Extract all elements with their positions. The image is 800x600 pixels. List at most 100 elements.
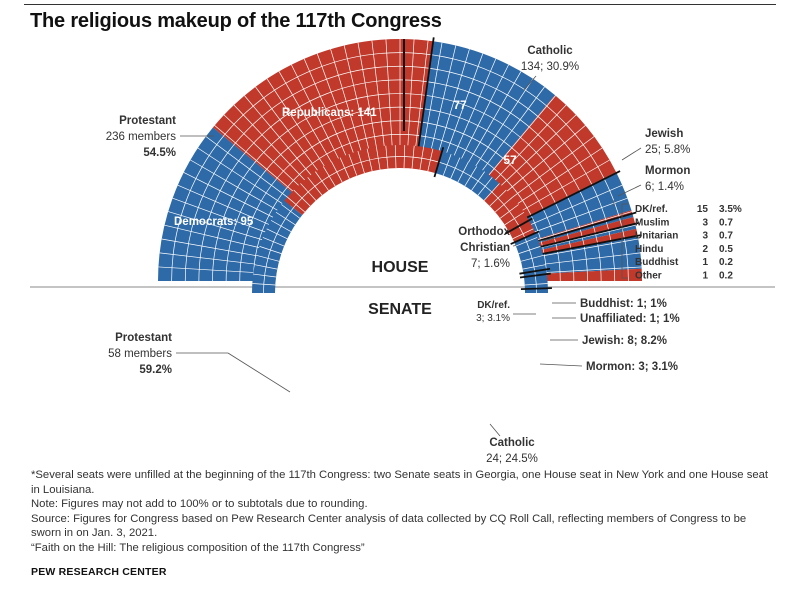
senate-seat-spoke: [376, 146, 381, 170]
house-seat-spoke: [158, 266, 268, 274]
senate-catholic-count: 24; 24.5%: [486, 453, 538, 465]
senate-chamber-label: SENATE: [368, 301, 432, 318]
other-table-name: Buddhist: [635, 257, 679, 268]
senate-catholic-leader: [489, 423, 501, 437]
senate-seat-spoke: [494, 196, 513, 213]
senate-protestant-leader-b: [227, 352, 291, 393]
senate-seat-spoke: [450, 157, 461, 179]
footnote-source: Source: Figures for Congress based on Pe…: [31, 512, 747, 540]
other-table-name: Muslim: [635, 217, 670, 228]
house-seat-spoke: [506, 136, 595, 202]
footnotes: *Several seats were unfilled at the begi…: [31, 468, 771, 555]
senate-seat-spoke: [411, 145, 415, 169]
house-republicans-label: Republicans: 141: [282, 107, 377, 119]
senate-seat-spoke: [252, 283, 276, 286]
senate-unaffiliated-end-divider: [519, 272, 551, 279]
senate-seat-spoke: [419, 146, 424, 170]
house-catholic-label: Catholic: [527, 45, 573, 57]
house-seat-spoke: [177, 184, 279, 229]
house-seat-spoke: [357, 42, 378, 151]
senate-seat-spoke: [315, 171, 329, 191]
senate-protestant-count: 58 members: [108, 348, 172, 360]
senate-seat-spoke: [464, 166, 478, 187]
senate-seat-spoke: [518, 246, 541, 254]
senate-protestant-rep-count: 37: [344, 419, 358, 433]
other-table-name: Hindu: [635, 244, 663, 255]
senate-seat-spoke: [522, 264, 546, 270]
house-seat-spoke: [303, 58, 348, 160]
house-seat-spoke: [452, 58, 497, 160]
house-seat-spoke: [190, 159, 285, 215]
senate-seat-spoke: [504, 211, 525, 226]
senate-catholic-end-divider: [504, 217, 533, 235]
house-seat-spoke: [459, 64, 509, 163]
other-table-count: 2: [702, 244, 708, 255]
senate-group-dividers: [433, 147, 552, 291]
house-seat-spoke: [496, 114, 577, 190]
senate-protestant-end-divider: [433, 147, 445, 178]
senate-catholic-rep-count: 10: [503, 378, 517, 392]
house-mormon-end-divider: [525, 221, 640, 252]
senate-dkref-count: 3; 3.1%: [476, 313, 510, 324]
house-catholic-count: 134; 30.9%: [521, 61, 579, 73]
senate-protestant-democrats-segment: [251, 200, 303, 293]
footnote-report-title: “Faith on the Hill: The religious compos…: [31, 541, 365, 554]
other-table-count: 1: [702, 257, 708, 268]
house-jewish-end-divider: [523, 211, 637, 246]
senate-seat-segments: [251, 145, 548, 294]
senate-seat-spoke: [307, 177, 323, 196]
house-seat-spoke: [278, 71, 334, 166]
senate-dkref-label: DK/ref.: [477, 300, 510, 311]
senate-protestant-percent: 59.2%: [139, 364, 172, 376]
senate-jewish-end-divider: [519, 267, 551, 275]
house-democrats-label: Democrats: 95: [174, 216, 254, 228]
senate-seat-spoke: [442, 153, 452, 176]
house-mormon-leader: [617, 184, 642, 197]
senate-seat-spoke: [520, 255, 544, 262]
senate-buddhist-label: Buddhist: 1; 1%: [580, 298, 667, 310]
house-seat-spoke: [472, 78, 534, 171]
house-protestant-label: Protestant: [119, 115, 176, 127]
senate-protestant-label: Protestant: [115, 332, 172, 344]
house-orthodox-label-line2: Christian: [460, 242, 510, 254]
house-protestant-count: 236 members: [106, 131, 177, 143]
house-seat-spoke: [491, 104, 567, 185]
house-seat-spoke: [524, 197, 628, 236]
house-seat-spoke: [515, 159, 610, 215]
house-chamber-label: HOUSE: [372, 259, 429, 276]
senate-seat-spoke: [262, 237, 285, 247]
house-catholic-rep-count: 57: [503, 153, 517, 167]
other-table-percent: 0.2: [719, 271, 733, 282]
house-seat-spoke: [415, 40, 429, 149]
senate-seat-spoke: [471, 171, 485, 191]
senate-seat-spoke: [403, 145, 406, 169]
senate-seat-spoke: [477, 177, 493, 196]
senate-seat-spoke: [266, 228, 288, 240]
house-mormon-label: Mormon: [645, 165, 690, 177]
house-jewish-democrats-segment: [518, 172, 632, 243]
house-seat-spoke: [485, 95, 556, 180]
other-table-count: 3: [702, 217, 708, 228]
other-table-count: 15: [697, 204, 709, 215]
house-seat-spoke: [172, 197, 276, 236]
house-seat-spoke: [316, 53, 355, 157]
house-orthodox-christian-end-divider: [526, 234, 642, 258]
senate-seat-spoke: [357, 151, 365, 174]
senate-seat-spoke: [394, 145, 397, 169]
senate-seat-spoke: [300, 183, 317, 201]
house-mormon-count: 6; 1.4%: [645, 181, 684, 193]
senate-seat-spoke: [293, 189, 311, 207]
senate-seat-spoke: [270, 220, 292, 232]
house-seat-spoke: [164, 224, 271, 251]
house-orthodox-count: 7; 1.6%: [471, 258, 510, 270]
other-table-percent: 3.5%: [719, 204, 742, 215]
senate-seat-spoke: [385, 145, 389, 169]
senate-protestant-republicans-segment: [284, 145, 443, 216]
house-jewish-count: 25; 5.8%: [645, 144, 690, 156]
other-table-percent: 0.2: [719, 257, 733, 268]
senate-seat-spoke: [281, 204, 301, 219]
house-seat-spoke: [205, 136, 294, 202]
other-table-name: Other: [635, 271, 662, 282]
house-jewish-leader: [621, 147, 642, 161]
